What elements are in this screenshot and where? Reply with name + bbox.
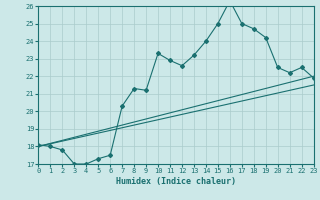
X-axis label: Humidex (Indice chaleur): Humidex (Indice chaleur) <box>116 177 236 186</box>
